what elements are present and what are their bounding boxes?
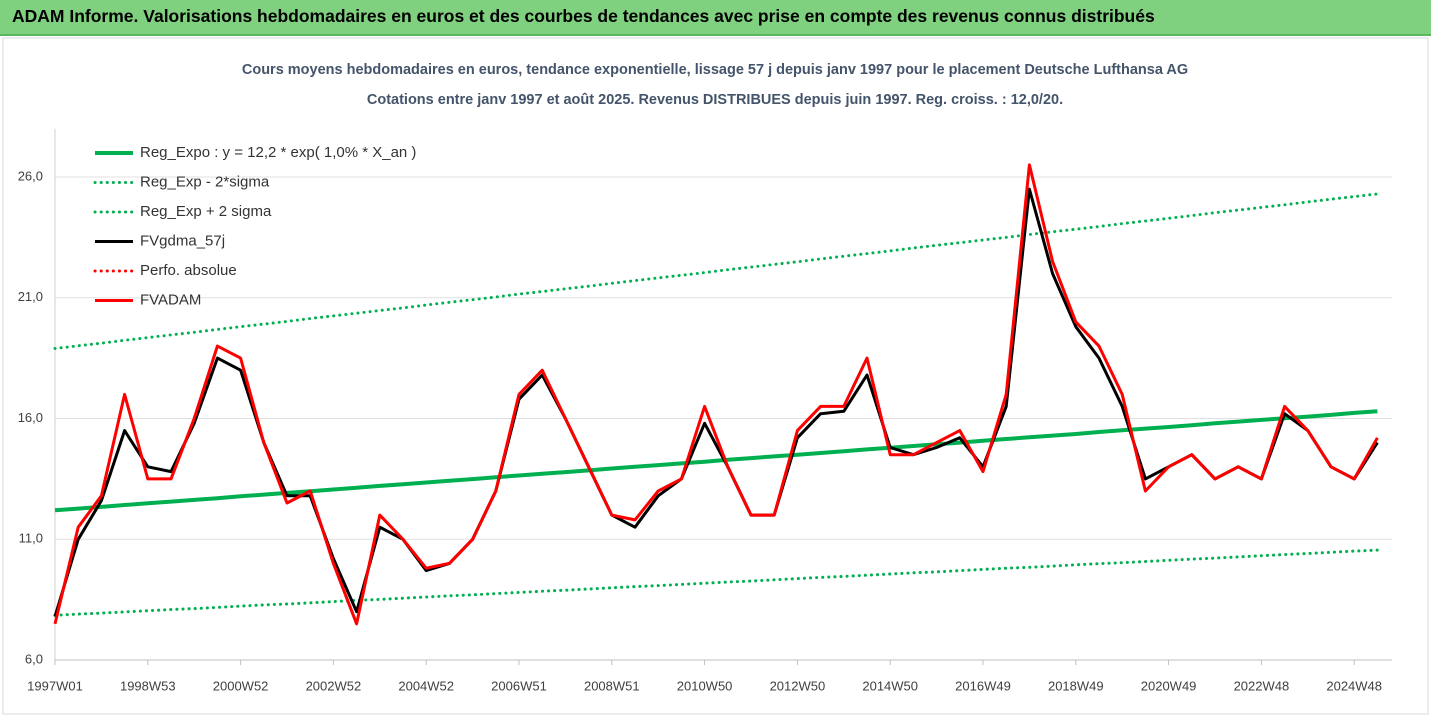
series-line — [53, 163, 1379, 626]
x-tick-label: 2008W51 — [584, 678, 640, 693]
legend-label: FVgdma_57j — [140, 232, 225, 249]
legend-label: Reg_Exp + 2 sigma — [140, 203, 272, 220]
x-tick-label: 2012W50 — [770, 678, 826, 693]
x-tick-label: 2020W49 — [1141, 678, 1197, 693]
y-tick-label: 6,0 — [25, 651, 43, 666]
legend-label: FVADAM — [140, 291, 201, 308]
y-tick-label: 26,0 — [18, 168, 43, 183]
x-tick-label: 2016W49 — [955, 678, 1011, 693]
x-tick-label: 2014W50 — [862, 678, 918, 693]
y-tick-label: 11,0 — [19, 531, 43, 546]
x-tick-label: 2006W51 — [491, 678, 547, 693]
legend-label: Reg_Exp - 2*sigma — [140, 173, 270, 190]
legend-label: Perfo. absolue — [140, 262, 237, 279]
x-tick-label: 2022W48 — [1234, 678, 1290, 693]
y-tick-label: 16,0 — [18, 410, 43, 425]
x-tick-label: 2010W50 — [677, 678, 733, 693]
x-tick-label: 2018W49 — [1048, 678, 1104, 693]
x-tick-label: 2024W48 — [1326, 678, 1382, 693]
x-tick-label: 2002W52 — [306, 678, 362, 693]
series-line — [54, 409, 1378, 513]
chart-title: Cours moyens hebdomadaires en euros, ten… — [242, 62, 1188, 78]
legend-label: Reg_Expo : y = 12,2 * exp( 1,0% * X_an ) — [140, 144, 416, 161]
series-line — [53, 548, 1379, 617]
chart-subtitle: Cotations entre janv 1997 et août 2025. … — [367, 92, 1063, 108]
x-tick-label: 1997W01 — [27, 678, 83, 693]
chart-frame — [2, 37, 1429, 715]
y-tick-label: 21,0 — [18, 289, 43, 304]
chart: Cours moyens hebdomadaires en euros, ten… — [2, 37, 1429, 715]
x-tick-label: 1998W53 — [120, 678, 176, 693]
series-line — [53, 192, 1379, 350]
x-tick-label: 2004W52 — [398, 678, 454, 693]
x-tick-label: 2000W52 — [213, 678, 269, 693]
header-title: ADAM Informe. Valorisations hebdomadaire… — [12, 6, 1155, 26]
header-bar: ADAM Informe. Valorisations hebdomadaire… — [0, 0, 1431, 36]
